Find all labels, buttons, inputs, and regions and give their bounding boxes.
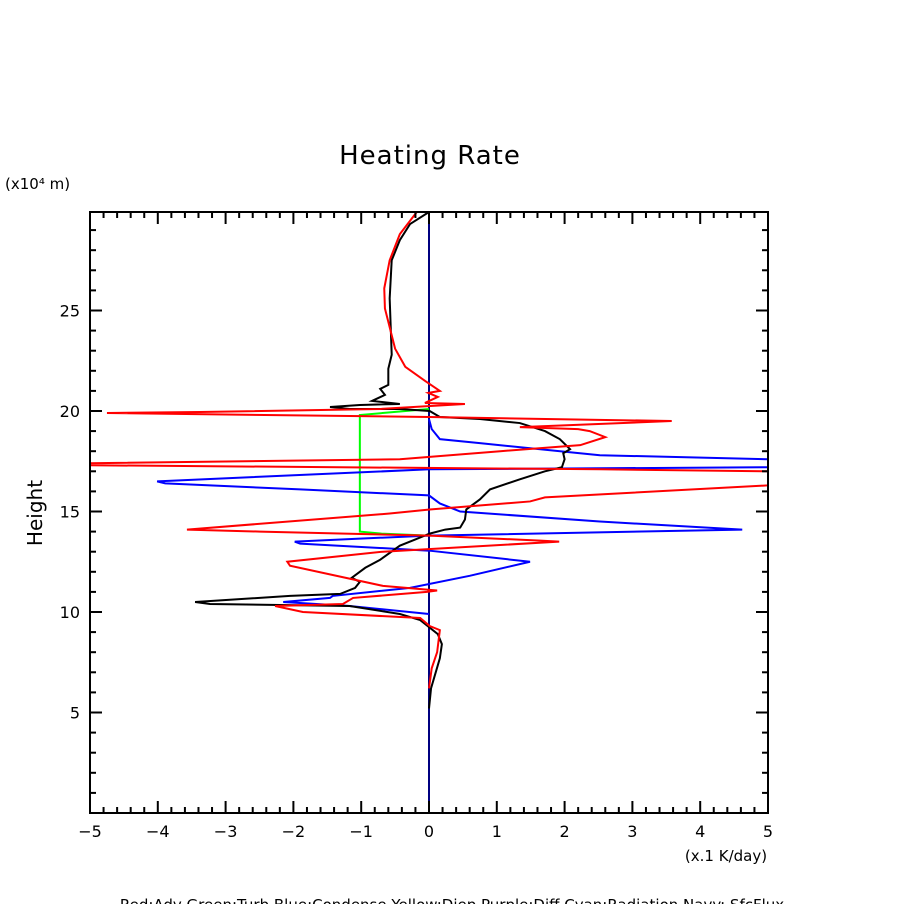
y-tick-label: 25: [60, 301, 80, 320]
series-line-condense: [156, 418, 769, 616]
y-unit-label: (x10⁴ m): [5, 175, 70, 193]
legend-text: Red:Adv Green:Turb Blue:Condense Yellow:…: [120, 896, 784, 904]
x-tick-label: −3: [214, 822, 238, 841]
series-layer: [89, 211, 769, 813]
series-line-total: [194, 211, 572, 709]
chart-title: Heating Rate: [339, 141, 521, 171]
y-tick-label: 5: [70, 703, 80, 722]
x-tick-label: −1: [349, 822, 373, 841]
x-tick-label: 2: [560, 822, 570, 841]
x-tick-label: 1: [492, 822, 502, 841]
x-tick-label: 0: [424, 822, 434, 841]
x-tick-label: 4: [695, 822, 705, 841]
y-tick-label: 15: [60, 502, 80, 521]
x-tick-label: −2: [282, 822, 306, 841]
axes-layer: −5 −4 −3 −2 −1 0 1 2 3 4 5 5 10 15 20 25: [60, 211, 773, 841]
series-line-adv: [89, 211, 769, 689]
x-axis-label: (x.1 K/day): [685, 847, 767, 865]
y-axis-label: Height: [23, 480, 47, 546]
x-tick-label: −4: [146, 822, 170, 841]
y-tick-label: 10: [60, 603, 80, 622]
y-tick-label: 20: [60, 402, 80, 421]
x-tick-label: 5: [763, 822, 773, 841]
x-tick-label: 3: [627, 822, 637, 841]
x-tick-label: −5: [78, 822, 102, 841]
